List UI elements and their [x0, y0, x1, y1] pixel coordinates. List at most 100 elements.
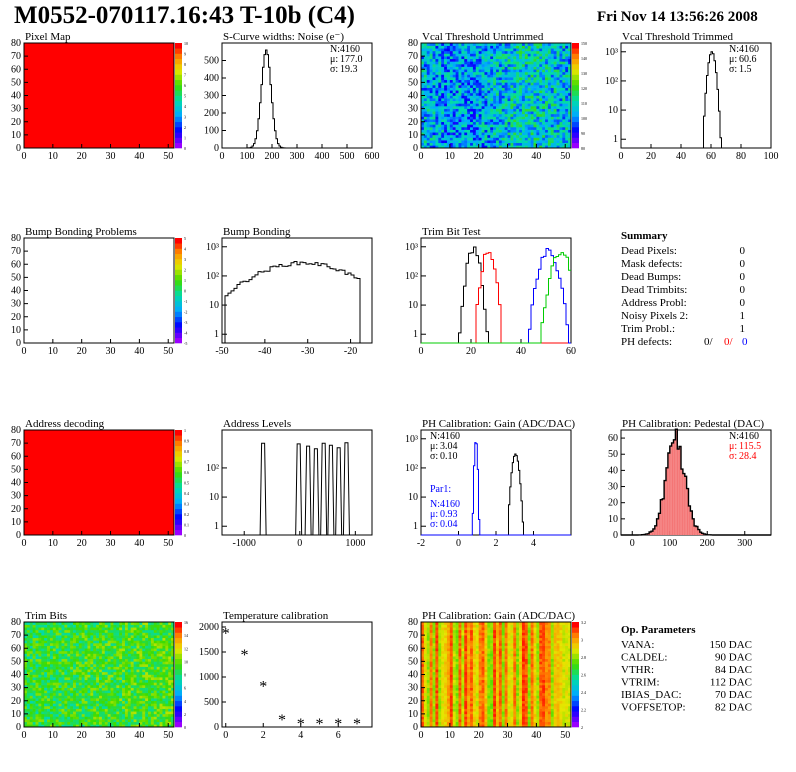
heatmap-cell [113, 637, 117, 641]
heatmap-cell [547, 71, 552, 75]
heatmap-cell [75, 692, 80, 696]
heatmap-cell [493, 85, 497, 88]
heatmap-cell [122, 692, 126, 696]
palette-cell [175, 498, 182, 504]
heatmap-cell [73, 640, 77, 644]
heatmap-cell [458, 48, 462, 52]
heatmap-cell [96, 658, 100, 662]
heatmap-cell [461, 61, 465, 65]
heatmap-cell [423, 713, 428, 717]
heatmap-cell [550, 56, 554, 60]
heatmap-cell [441, 71, 445, 75]
heatmap-cell [81, 711, 85, 715]
heatmap-cell [507, 116, 511, 120]
heatmap-cell [145, 645, 149, 649]
stat-value: 60.6 [739, 54, 757, 65]
heatmap-cell [116, 666, 120, 670]
heatmap-cell [171, 656, 175, 660]
heatmap-cell [426, 121, 430, 125]
heatmap-cell [73, 622, 77, 625]
heatmap-cell [101, 690, 106, 694]
heatmap-cell [519, 137, 523, 141]
heatmap-cell [455, 95, 459, 99]
heatmap-cell [423, 653, 428, 657]
heatmap-cell [84, 700, 88, 704]
heatmap-cell [553, 45, 557, 49]
heatmap-cell [47, 703, 51, 707]
heatmap-cell [426, 111, 430, 115]
stat-label: N: [330, 44, 340, 55]
palette-label: 5 [184, 236, 186, 241]
heatmap-cell [568, 137, 572, 141]
heatmap-cell [484, 140, 488, 144]
heatmap-cell [461, 90, 465, 94]
heatmap-cell [156, 632, 160, 636]
heatmap-cell [568, 116, 572, 120]
heatmap-cell [421, 127, 425, 130]
heatmap-cell [516, 50, 520, 54]
heatmap-cell [452, 119, 456, 123]
heatmap-cell [49, 687, 54, 691]
heatmap-cell [423, 142, 428, 146]
heatmap-cell [87, 677, 91, 681]
heatmap-cell [441, 74, 445, 78]
heatmap-cell [562, 53, 566, 57]
heatmap-cell [122, 716, 126, 720]
heatmap-cell [504, 69, 508, 73]
heatmap-cell [93, 711, 97, 715]
heatmap-cell [75, 637, 80, 641]
heatmap-cell [101, 703, 106, 707]
heatmap-cell [70, 708, 74, 712]
heatmap-cell [24, 677, 28, 681]
heatmap-cell [461, 64, 465, 67]
heatmap-cell [165, 664, 169, 667]
heatmap-cell [93, 713, 97, 717]
heatmap-cell [435, 50, 439, 54]
heatmap-cell [449, 90, 454, 94]
heatmap-cell [533, 90, 537, 94]
heatmap-cell [99, 692, 103, 696]
heatmap-cell [438, 45, 442, 49]
heatmap-cell [70, 622, 74, 625]
heatmap-cell [496, 132, 500, 136]
heatmap-cell [435, 103, 439, 107]
y-tick-label: 1 [214, 329, 219, 340]
heatmap-cell [438, 74, 442, 78]
heatmap-cell [119, 661, 123, 665]
y-tick-label: 80 [11, 38, 21, 49]
heatmap-cell [139, 658, 143, 662]
heatmap-cell [429, 113, 433, 117]
heatmap-cell [423, 113, 428, 117]
heatmap-cell [26, 632, 31, 636]
heatmap-cell [507, 106, 511, 109]
heatmap-cell [148, 671, 152, 675]
heatmap-cell [101, 708, 106, 712]
heatmap-cell [93, 643, 97, 646]
heatmap-cell [461, 134, 465, 138]
heatmap-cell [547, 50, 552, 54]
heatmap-cell [127, 716, 132, 720]
heatmap-cell [101, 719, 106, 723]
heatmap-cell [119, 711, 123, 715]
heatmap-cell [432, 64, 436, 67]
heatmap-cell [26, 650, 31, 654]
heatmap-cell [519, 119, 523, 123]
heatmap-cell [47, 622, 51, 625]
heatmap-cell [504, 95, 508, 99]
heatmap-cell [130, 637, 134, 641]
heatmap-cell [458, 56, 462, 60]
heatmap-cell [562, 95, 566, 99]
heatmap-cell [559, 71, 563, 75]
heatmap-cell [70, 648, 74, 652]
heatmap-cell [444, 58, 448, 62]
heatmap-cell [507, 145, 511, 149]
heatmap-cell [458, 140, 462, 144]
heatmap-cell [556, 137, 560, 141]
x-tick-label: 0 [22, 151, 27, 162]
heatmap-cell [24, 724, 28, 728]
heatmap-cell [530, 116, 534, 120]
heatmap-cell [423, 134, 428, 138]
heatmap-cell [519, 69, 523, 73]
heatmap-cell [458, 111, 462, 115]
heatmap-cell [493, 129, 497, 133]
